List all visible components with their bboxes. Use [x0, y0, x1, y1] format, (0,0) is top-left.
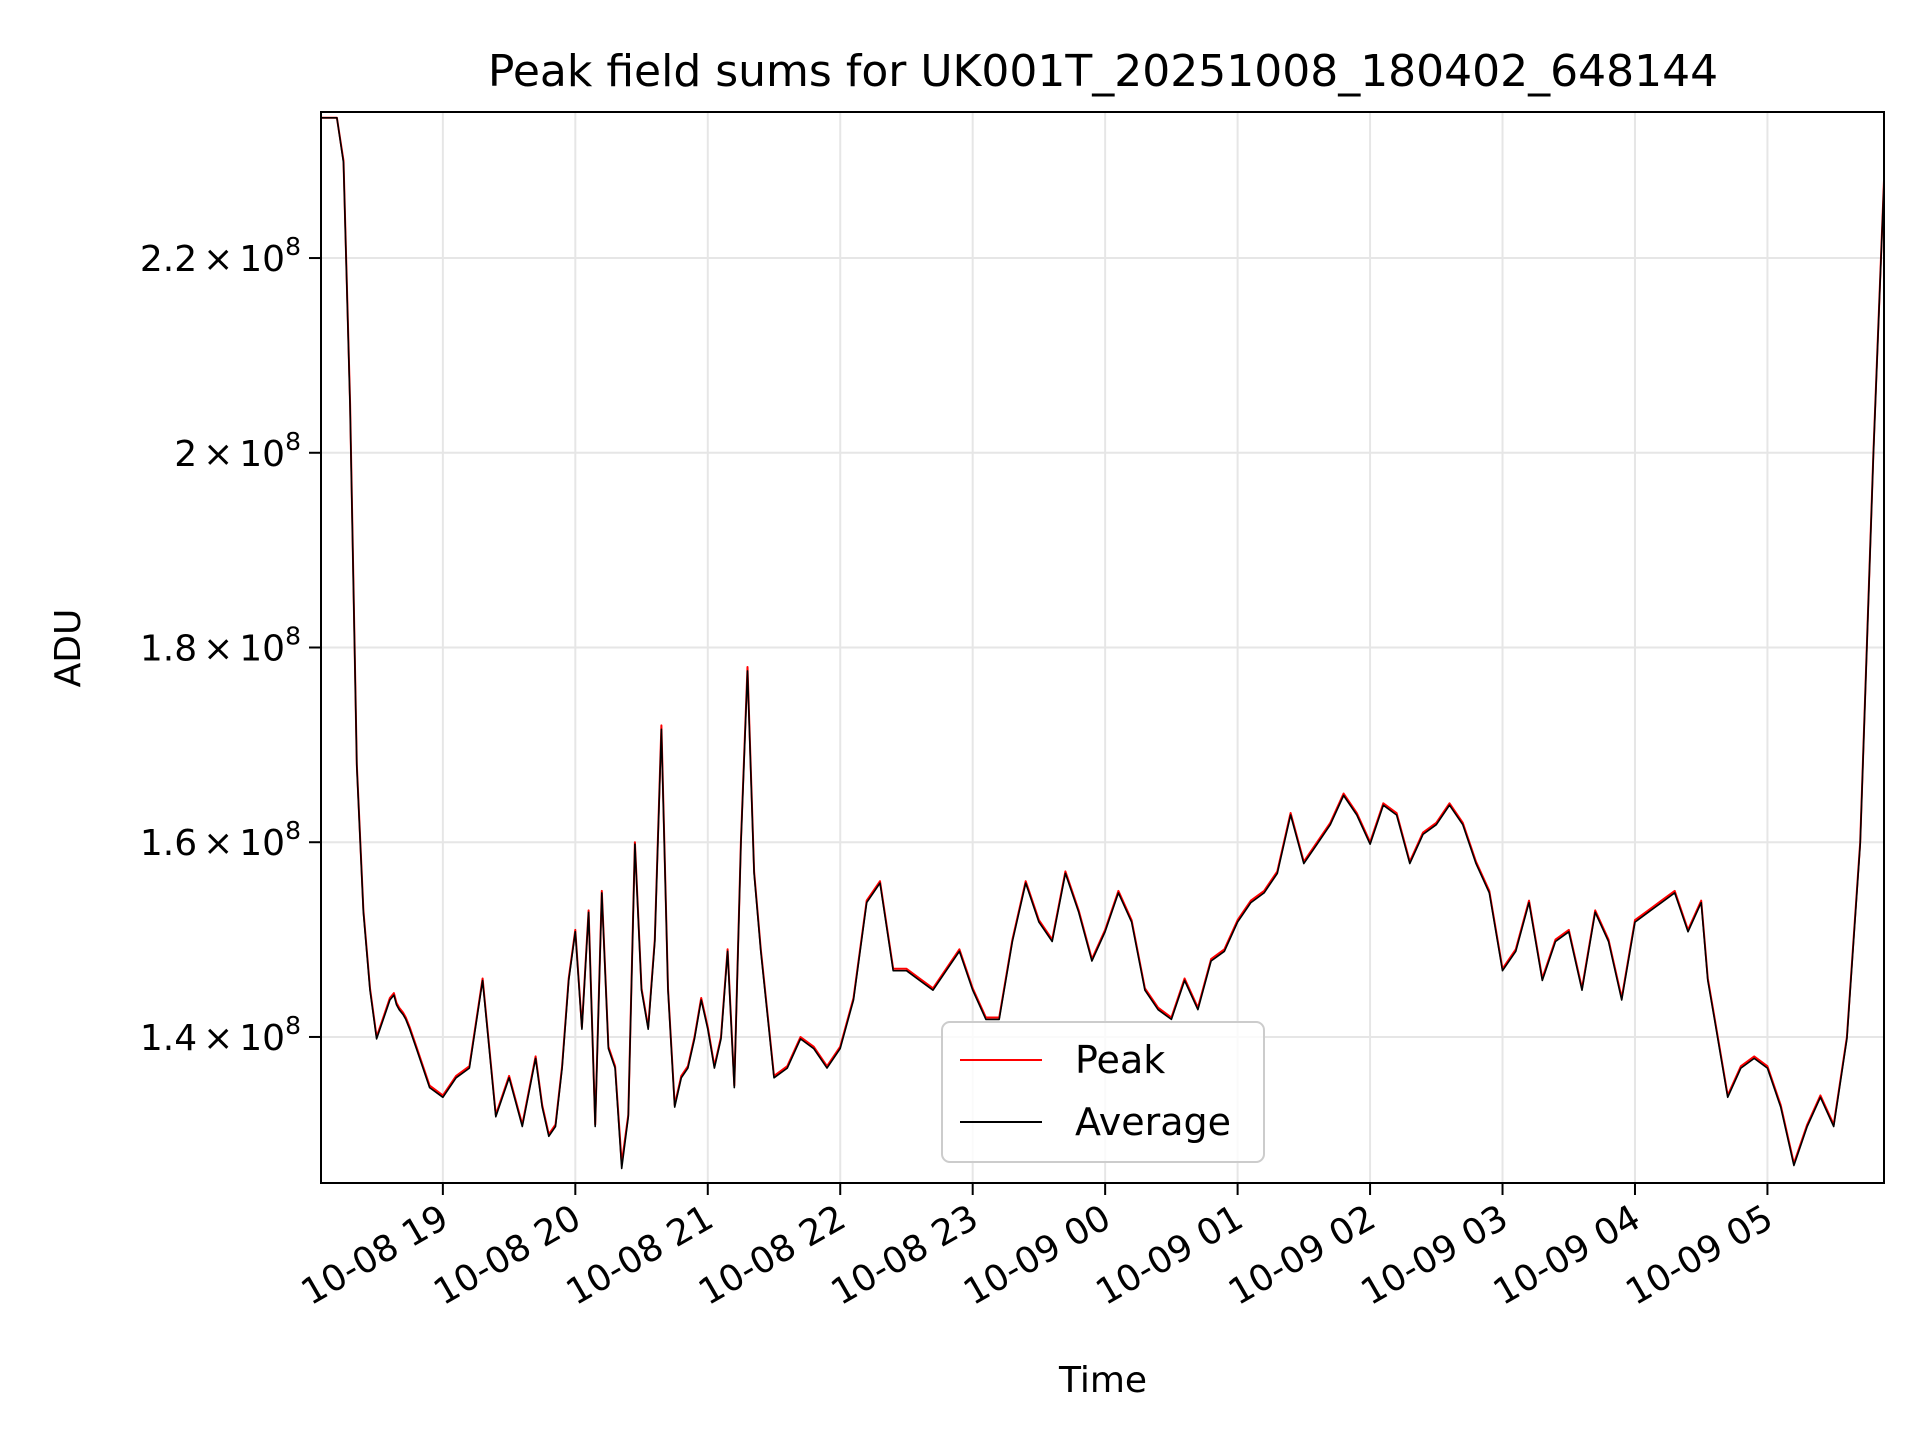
- y-tick-label: 1.6 × 108: [140, 816, 301, 864]
- series-line-average: [321, 117, 1884, 1170]
- y-tick-label: 1.4 × 108: [140, 1011, 301, 1059]
- x-axis-label: Time: [1058, 1360, 1147, 1401]
- y-tick-label: 2.2 × 108: [140, 232, 301, 280]
- legend: Peak Average: [941, 1021, 1265, 1163]
- y-axis-ticks: 1.4 × 108 1.6 × 108 1.8 × 108 2 × 108 2.2 × 108: [140, 232, 321, 1059]
- plot-lines: [321, 116, 1884, 1170]
- y-tick-label: 1.8 × 108: [140, 622, 301, 670]
- grid-lines: [321, 112, 1884, 1183]
- y-axis-label: ADU: [48, 609, 89, 688]
- legend-label-average: Average: [1075, 1100, 1231, 1144]
- y-tick-label: 2 × 108: [174, 427, 301, 475]
- chart-title: Peak field sums for UK001T_20251008_1804…: [488, 46, 1718, 97]
- legend-label-peak: Peak: [1075, 1038, 1165, 1082]
- legend-box: [941, 1021, 1265, 1163]
